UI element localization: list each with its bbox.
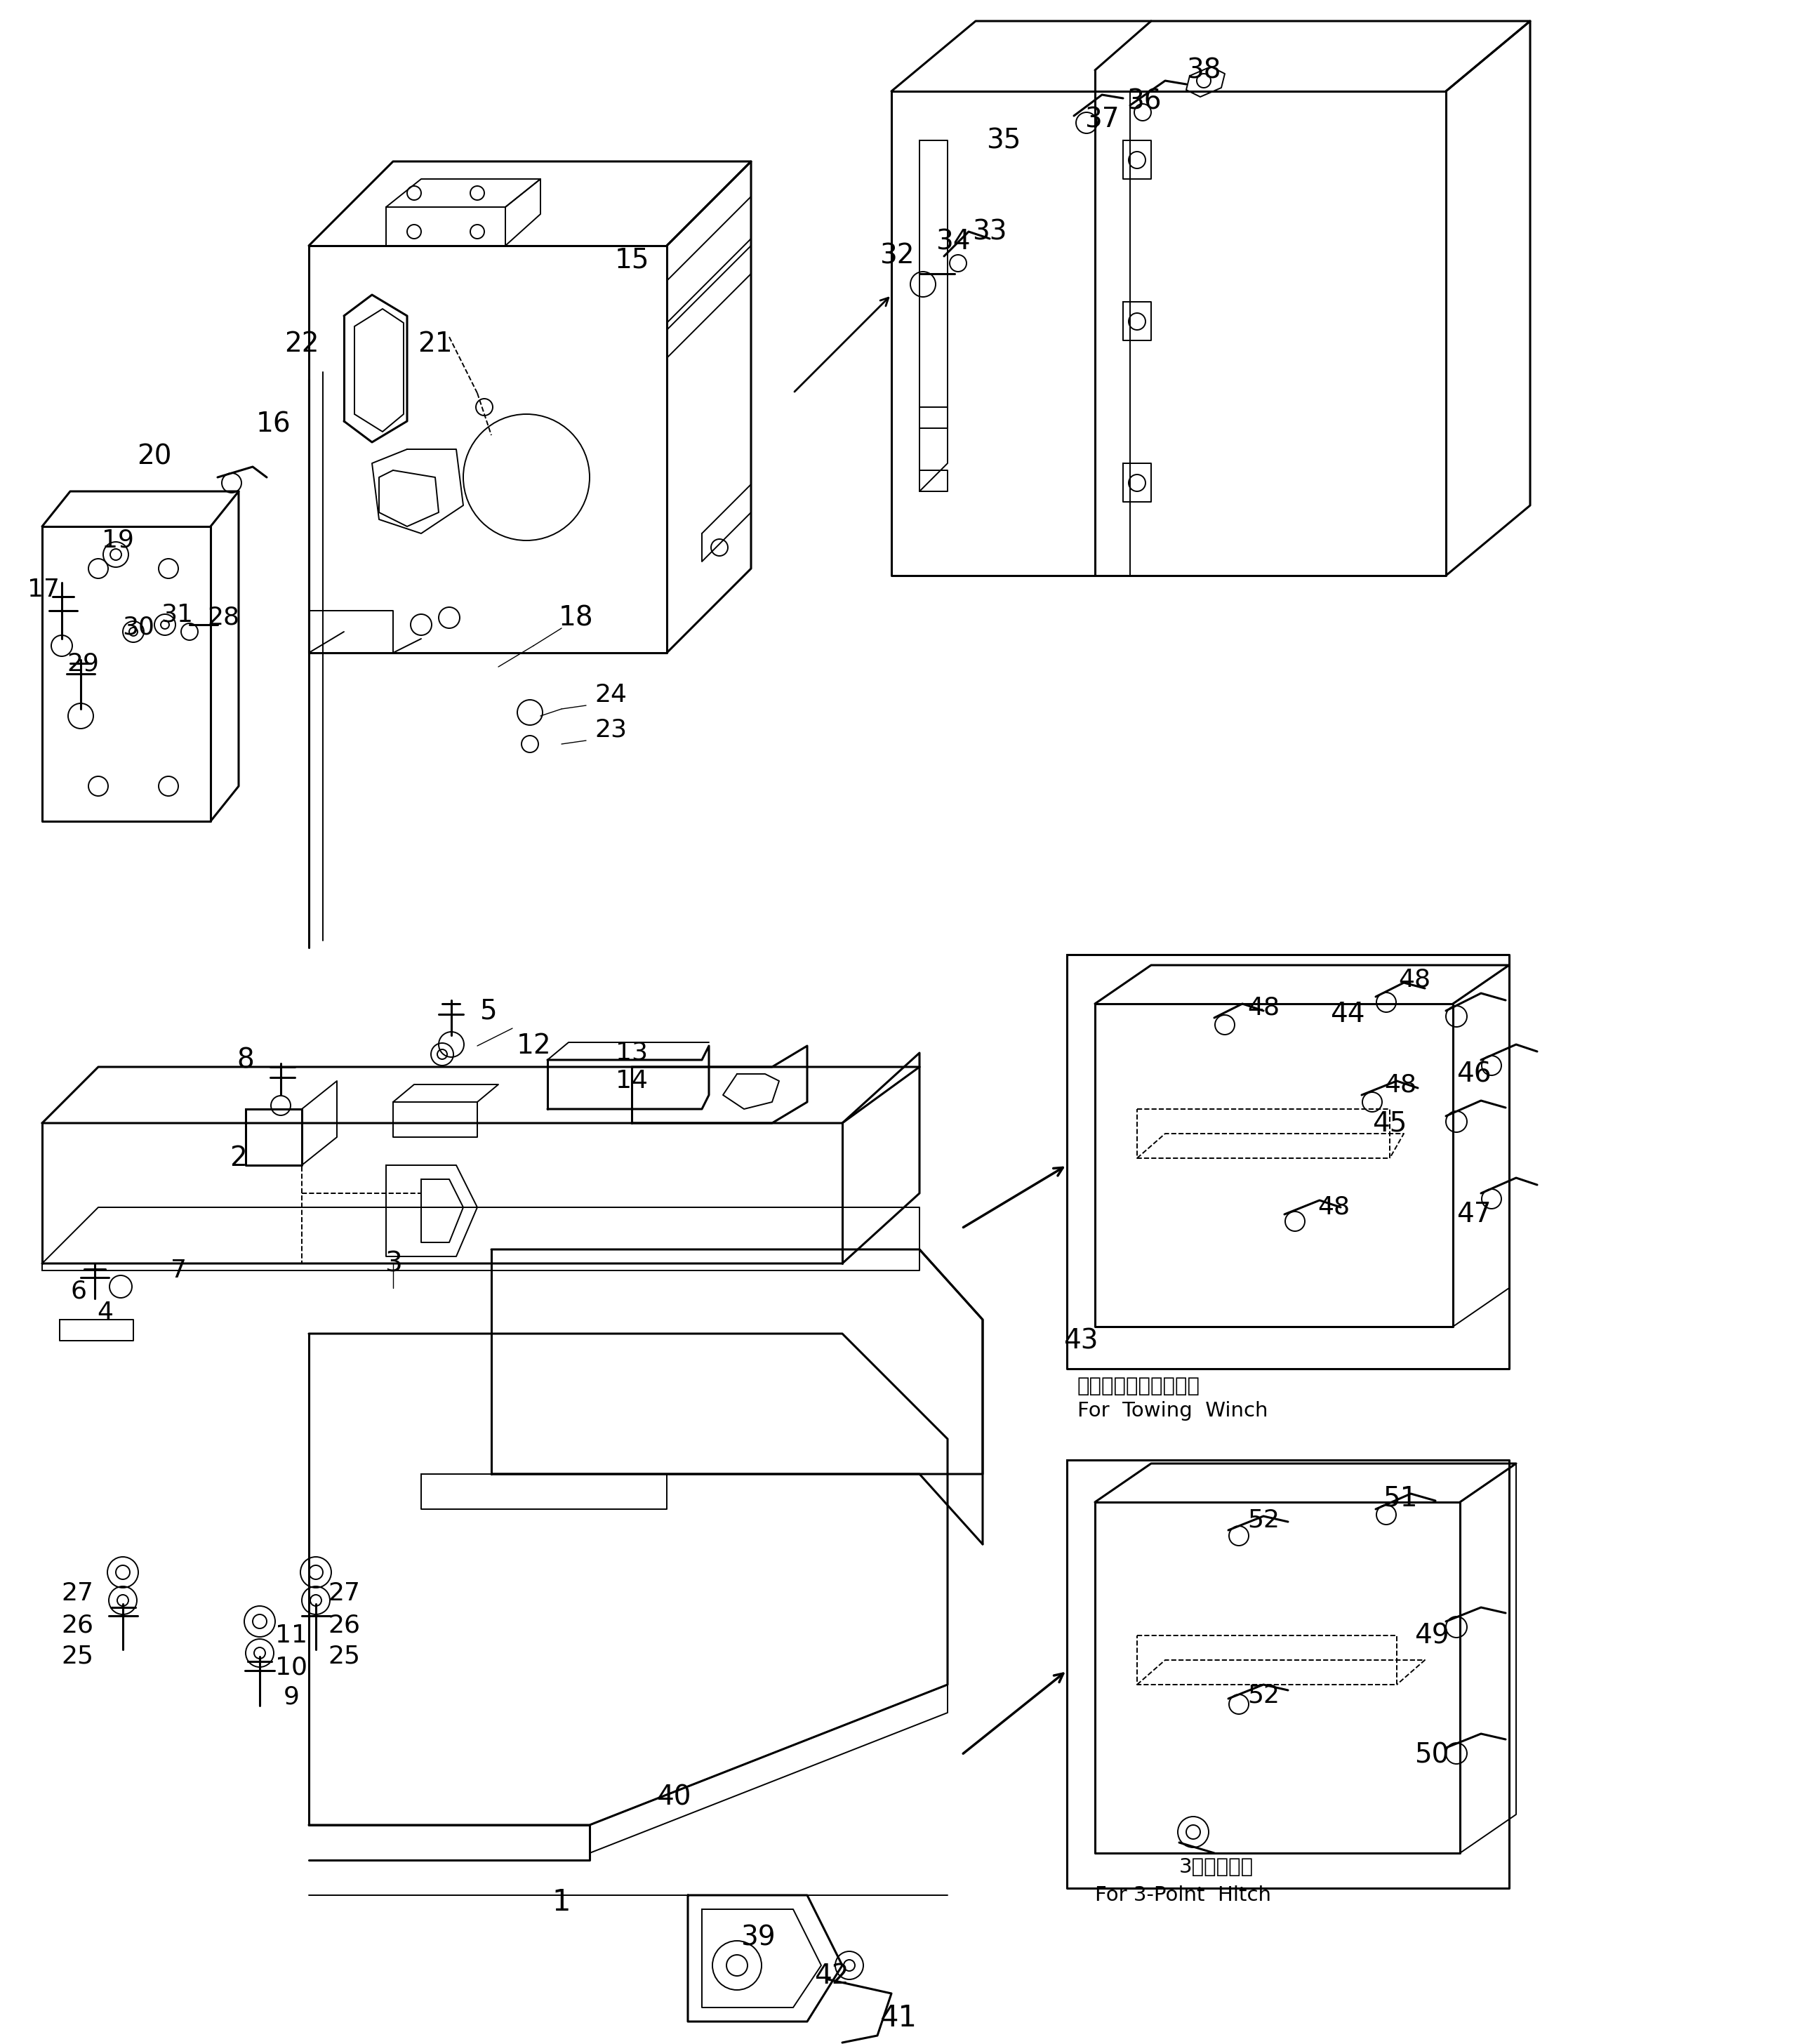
Text: 43: 43 (1064, 1327, 1099, 1353)
Text: 30: 30 (121, 615, 154, 638)
Text: 7: 7 (170, 1259, 187, 1282)
Text: 10: 10 (276, 1656, 308, 1678)
Text: 42: 42 (814, 1962, 848, 1989)
Text: 46: 46 (1456, 1061, 1492, 1087)
Text: 37: 37 (1084, 106, 1119, 133)
Text: 41: 41 (879, 2003, 917, 2034)
Text: 49: 49 (1414, 1623, 1449, 1650)
Text: 21: 21 (417, 331, 453, 358)
Text: 4: 4 (98, 1300, 114, 1325)
Text: 25: 25 (62, 1645, 92, 1668)
Text: 26: 26 (62, 1613, 92, 1637)
Text: 1: 1 (553, 1887, 571, 1917)
Text: 12: 12 (517, 1032, 551, 1059)
Text: 29: 29 (67, 652, 100, 675)
Text: 48: 48 (1247, 995, 1280, 1020)
Text: 33: 33 (972, 219, 1006, 245)
Text: For 3-Point  Hitch: For 3-Point Hitch (1095, 1885, 1271, 1905)
Text: 38: 38 (1186, 57, 1222, 84)
Text: 13: 13 (616, 1040, 647, 1065)
Text: 8: 8 (238, 1047, 254, 1073)
Text: 18: 18 (558, 605, 593, 632)
Text: 48: 48 (1318, 1196, 1351, 1218)
Text: 48: 48 (1383, 1073, 1416, 1096)
Text: 2: 2 (230, 1145, 247, 1171)
Text: 27: 27 (62, 1582, 92, 1605)
Text: 24: 24 (595, 683, 627, 707)
Text: 26: 26 (328, 1613, 361, 1637)
Text: 22: 22 (285, 331, 319, 358)
Text: 19: 19 (102, 529, 134, 552)
Text: 20: 20 (138, 444, 172, 470)
Text: 52: 52 (1247, 1508, 1280, 1531)
Text: 40: 40 (656, 1784, 691, 1811)
Text: 48: 48 (1398, 967, 1430, 991)
Text: 14: 14 (616, 1069, 647, 1094)
Text: トゥイングウインチ用: トゥイングウインチ用 (1077, 1376, 1200, 1396)
Text: 47: 47 (1456, 1202, 1492, 1228)
Text: 25: 25 (328, 1645, 361, 1668)
Text: 3点ヒッチ用: 3点ヒッチ用 (1178, 1858, 1253, 1876)
Text: 50: 50 (1414, 1741, 1449, 1768)
Text: 35: 35 (986, 127, 1021, 153)
Text: 31: 31 (161, 603, 192, 625)
Text: 32: 32 (879, 243, 914, 270)
Text: 5: 5 (479, 997, 497, 1024)
Text: 34: 34 (936, 229, 970, 255)
Text: For  Towing  Winch: For Towing Winch (1077, 1400, 1267, 1421)
Text: 15: 15 (615, 247, 649, 274)
Text: 23: 23 (595, 717, 627, 742)
Text: 6: 6 (71, 1280, 87, 1304)
Text: 3: 3 (384, 1251, 402, 1278)
Text: 28: 28 (207, 605, 239, 630)
Text: 52: 52 (1247, 1682, 1280, 1707)
Text: 27: 27 (328, 1582, 361, 1605)
Text: 16: 16 (256, 411, 292, 437)
Text: 9: 9 (283, 1686, 299, 1709)
Text: 44: 44 (1331, 1002, 1365, 1028)
Text: 36: 36 (1126, 88, 1162, 114)
Text: 11: 11 (276, 1623, 308, 1647)
Text: 45: 45 (1372, 1110, 1407, 1136)
Text: 51: 51 (1383, 1486, 1418, 1513)
Text: 39: 39 (742, 1923, 776, 1950)
Text: 17: 17 (27, 578, 60, 601)
